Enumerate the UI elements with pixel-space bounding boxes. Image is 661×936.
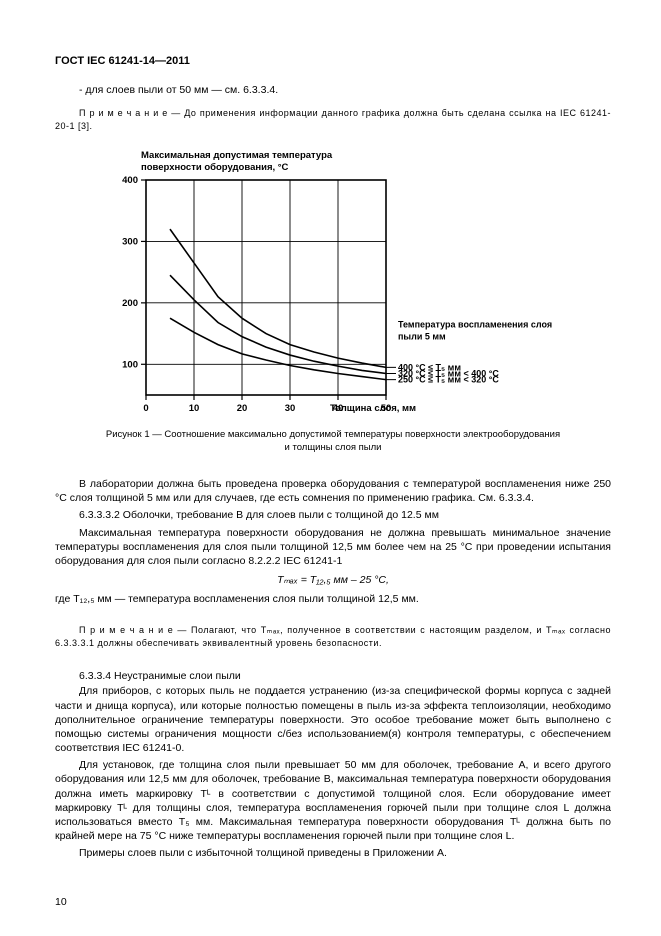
svg-text:пыли 5 мм: пыли 5 мм [398, 332, 446, 342]
svg-text:400: 400 [122, 175, 138, 186]
note-1: П р и м е ч а н и е — До применения инфо… [55, 107, 611, 132]
svg-text:0: 0 [143, 403, 148, 414]
chart-figure: Максимальная допустимая температураповер… [55, 144, 611, 419]
p-examples: Примеры слоев пыли с избыточной толщиной… [55, 846, 611, 860]
p-install: Для установок, где толщина слоя пыли пре… [55, 758, 611, 843]
svg-text:20: 20 [237, 403, 248, 414]
formula: Tₘₐₓ = T₁₂,₅ мм – 25 °C, [55, 574, 611, 586]
figure-caption-l2: и толщины слоя пыли [285, 442, 382, 453]
p-devices: Для приборов, с которых пыль не поддаетс… [55, 684, 611, 755]
svg-text:300: 300 [122, 237, 138, 248]
svg-text:100: 100 [122, 360, 138, 371]
p-63332: 6.3.3.3.2 Оболочки, требование B для сло… [55, 508, 611, 522]
p-max-temp: Максимальная температура поверхности обо… [55, 526, 611, 569]
p-laboratory: В лаборатории должна быть проведена пров… [55, 477, 611, 505]
page: ГОСТ IEC 61241-14—2011 - для слоев пыли … [0, 0, 661, 936]
svg-text:Толщина слоя, мм: Толщина слоя, мм [330, 403, 416, 414]
svg-text:поверхности оборудования, °C: поверхности оборудования, °C [141, 162, 289, 173]
svg-text:Температура воспламенения слоя: Температура воспламенения слоя [398, 320, 552, 330]
page-number: 10 [55, 896, 67, 908]
svg-text:10: 10 [189, 403, 200, 414]
note-2: П р и м е ч а н и е — Полагают, что Tₘₐₓ… [55, 624, 611, 649]
svg-text:30: 30 [285, 403, 296, 414]
svg-text:200: 200 [122, 298, 138, 309]
sec-6334: 6.3.3.4 Неустранимые слои пыли [55, 670, 611, 682]
svg-text:250 °C ≤ T₅ мм < 320 °C: 250 °C ≤ T₅ мм < 320 °C [398, 375, 499, 385]
doc-header: ГОСТ IEC 61241-14—2011 [55, 55, 611, 67]
svg-text:Максимальная допустимая темпер: Максимальная допустимая температура [141, 150, 333, 161]
p-where: где T₁₂,₅ мм — температура воспламенения… [55, 592, 611, 606]
figure-caption: Рисунок 1 — Соотношение максимально допу… [55, 429, 611, 455]
bullet-item: - для слоев пыли от 50 мм — см. 6.3.3.4. [55, 83, 611, 97]
chart-svg: Максимальная допустимая температураповер… [108, 144, 558, 419]
figure-caption-l1: Рисунок 1 — Соотношение максимально допу… [106, 429, 560, 440]
